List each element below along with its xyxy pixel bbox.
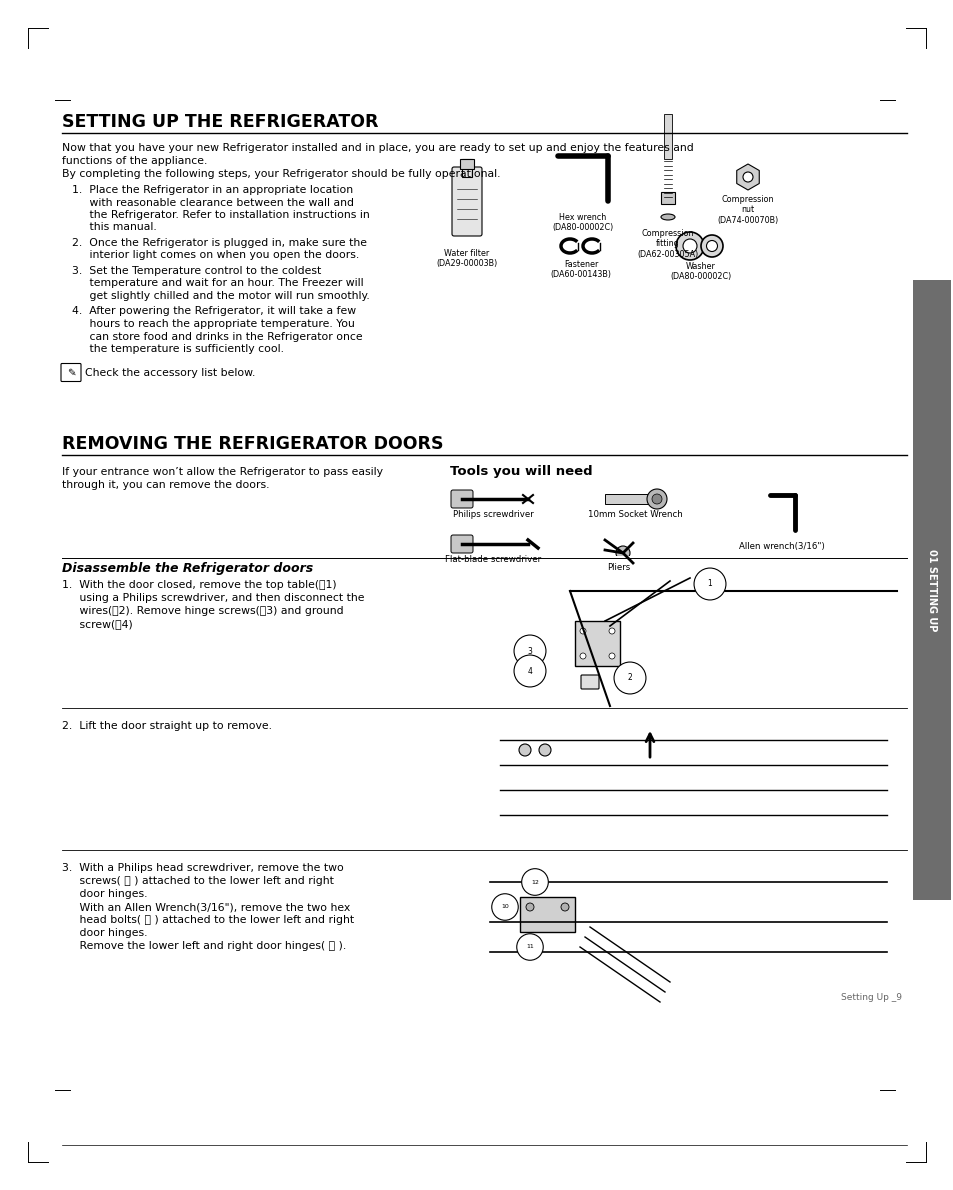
- Circle shape: [538, 744, 551, 756]
- Circle shape: [706, 240, 717, 251]
- Circle shape: [579, 653, 585, 659]
- FancyBboxPatch shape: [451, 536, 473, 553]
- Text: 4.  After powering the Refrigerator, it will take a few: 4. After powering the Refrigerator, it w…: [71, 307, 355, 317]
- Text: If your entrance won’t allow the Refrigerator to pass easily: If your entrance won’t allow the Refrige…: [62, 466, 382, 477]
- Text: By completing the following steps, your Refrigerator should be fully operational: By completing the following steps, your …: [62, 169, 500, 178]
- Text: Washer
(DA80-00002C): Washer (DA80-00002C): [670, 262, 731, 281]
- Bar: [660, 192, 675, 203]
- Text: Remove the lower left and right door hinges( ⑱ ).: Remove the lower left and right door hin…: [62, 941, 346, 951]
- Ellipse shape: [660, 214, 675, 220]
- Text: with reasonable clearance between the wall and: with reasonable clearance between the wa…: [71, 198, 354, 207]
- Text: Compression
nut
(DA74-00070B): Compression nut (DA74-00070B): [717, 195, 778, 225]
- Circle shape: [560, 903, 568, 912]
- FancyBboxPatch shape: [580, 675, 598, 689]
- Text: 10: 10: [500, 904, 508, 909]
- Circle shape: [518, 744, 531, 756]
- Text: SETTING UP THE REFRIGERATOR: SETTING UP THE REFRIGERATOR: [62, 113, 378, 131]
- Circle shape: [608, 653, 615, 659]
- Text: 3: 3: [527, 646, 532, 656]
- Text: 1.  With the door closed, remove the top table(␱1): 1. With the door closed, remove the top …: [62, 580, 336, 590]
- Text: Compression
fitting
(DA62-00305A): Compression fitting (DA62-00305A): [637, 228, 698, 258]
- Bar: [459, 159, 474, 169]
- Circle shape: [616, 546, 629, 560]
- Text: the temperature is sufficiently cool.: the temperature is sufficiently cool.: [71, 344, 284, 353]
- Text: screw(␴4): screw(␴4): [62, 619, 132, 630]
- Text: screws( ⑯ ) attached to the lower left and right: screws( ⑯ ) attached to the lower left a…: [62, 876, 334, 887]
- Circle shape: [676, 232, 703, 259]
- Bar: [519, 897, 575, 932]
- Text: 3.  Set the Temperature control to the coldest: 3. Set the Temperature control to the co…: [71, 267, 321, 276]
- Text: this manual.: this manual.: [71, 223, 156, 232]
- Text: REMOVING THE REFRIGERATOR DOORS: REMOVING THE REFRIGERATOR DOORS: [62, 436, 443, 453]
- Circle shape: [579, 628, 585, 634]
- Text: through it, you can remove the doors.: through it, you can remove the doors.: [62, 480, 269, 490]
- Text: can store food and drinks in the Refrigerator once: can store food and drinks in the Refrige…: [71, 332, 362, 342]
- Bar: [470, 710, 906, 850]
- Text: Pliers: Pliers: [607, 563, 630, 572]
- Circle shape: [742, 173, 752, 182]
- Text: 1.  Place the Refrigerator in an appropriate location: 1. Place the Refrigerator in an appropri…: [71, 184, 353, 195]
- Text: the Refrigerator. Refer to installation instructions in: the Refrigerator. Refer to installation …: [71, 209, 370, 220]
- Text: 01 SETTING UP: 01 SETTING UP: [926, 549, 936, 631]
- Circle shape: [608, 628, 615, 634]
- Bar: [461, 159, 472, 177]
- Text: interior light comes on when you open the doors.: interior light comes on when you open th…: [71, 251, 359, 261]
- Text: get slightly chilled and the motor will run smoothly.: get slightly chilled and the motor will …: [71, 292, 370, 301]
- Circle shape: [525, 903, 534, 912]
- Text: head bolts( ⑰ ) attached to the lower left and right: head bolts( ⑰ ) attached to the lower le…: [62, 915, 354, 925]
- Bar: [470, 556, 906, 704]
- Text: 3.  With a Philips head screwdriver, remove the two: 3. With a Philips head screwdriver, remo…: [62, 863, 343, 873]
- Text: Tools you will need: Tools you will need: [450, 465, 592, 478]
- Bar: [575, 621, 619, 666]
- Text: Philips screwdriver: Philips screwdriver: [452, 511, 533, 519]
- Circle shape: [700, 234, 722, 257]
- Text: Hex wrench
(DA80-00002C): Hex wrench (DA80-00002C): [552, 213, 613, 232]
- Text: hours to reach the appropriate temperature. You: hours to reach the appropriate temperatu…: [71, 319, 355, 328]
- Text: functions of the appliance.: functions of the appliance.: [62, 156, 207, 165]
- Circle shape: [646, 489, 666, 509]
- Text: 2.  Lift the door straight up to remove.: 2. Lift the door straight up to remove.: [62, 721, 272, 731]
- Bar: [912, 280, 950, 900]
- Circle shape: [682, 239, 697, 253]
- FancyBboxPatch shape: [451, 490, 473, 508]
- Text: Disassemble the Refrigerator doors: Disassemble the Refrigerator doors: [62, 562, 313, 575]
- Polygon shape: [736, 164, 759, 190]
- FancyBboxPatch shape: [452, 167, 481, 236]
- Text: Flat-blade screwdriver: Flat-blade screwdriver: [444, 555, 540, 564]
- Text: door hinges.: door hinges.: [62, 928, 148, 938]
- Text: 4: 4: [527, 666, 532, 676]
- Text: 2.  Once the Refrigerator is plugged in, make sure the: 2. Once the Refrigerator is plugged in, …: [71, 238, 367, 248]
- Text: Water filter
(DA29-00003B): Water filter (DA29-00003B): [436, 249, 497, 269]
- Text: Fastener
(DA60-00143B): Fastener (DA60-00143B): [550, 259, 611, 280]
- Text: wires(␲2). Remove hinge screws(␳3) and ground: wires(␲2). Remove hinge screws(␳3) and g…: [62, 606, 343, 616]
- Text: Now that you have your new Refrigerator installed and in place, you are ready to: Now that you have your new Refrigerator …: [62, 143, 693, 154]
- Circle shape: [651, 494, 661, 505]
- Bar: [663, 114, 671, 159]
- Text: Check the accessory list below.: Check the accessory list below.: [85, 368, 255, 377]
- Text: temperature and wait for an hour. The Freezer will: temperature and wait for an hour. The Fr…: [71, 278, 363, 288]
- Text: 12: 12: [531, 879, 538, 884]
- Text: using a Philips screwdriver, and then disconnect the: using a Philips screwdriver, and then di…: [62, 593, 364, 603]
- Text: 1: 1: [707, 580, 712, 589]
- Text: Allen wrench(3/16"): Allen wrench(3/16"): [739, 541, 824, 551]
- Bar: [604, 494, 649, 505]
- Text: With an Allen Wrench(3/16"), remove the two hex: With an Allen Wrench(3/16"), remove the …: [62, 902, 350, 912]
- Text: 11: 11: [525, 945, 534, 950]
- Text: 2: 2: [627, 674, 632, 683]
- Text: Setting Up _9: Setting Up _9: [841, 992, 901, 1002]
- FancyBboxPatch shape: [61, 363, 81, 382]
- Text: door hinges.: door hinges.: [62, 889, 148, 898]
- Text: 10mm Socket Wrench: 10mm Socket Wrench: [587, 511, 681, 519]
- Bar: [470, 852, 906, 1007]
- Text: ✎: ✎: [67, 368, 75, 377]
